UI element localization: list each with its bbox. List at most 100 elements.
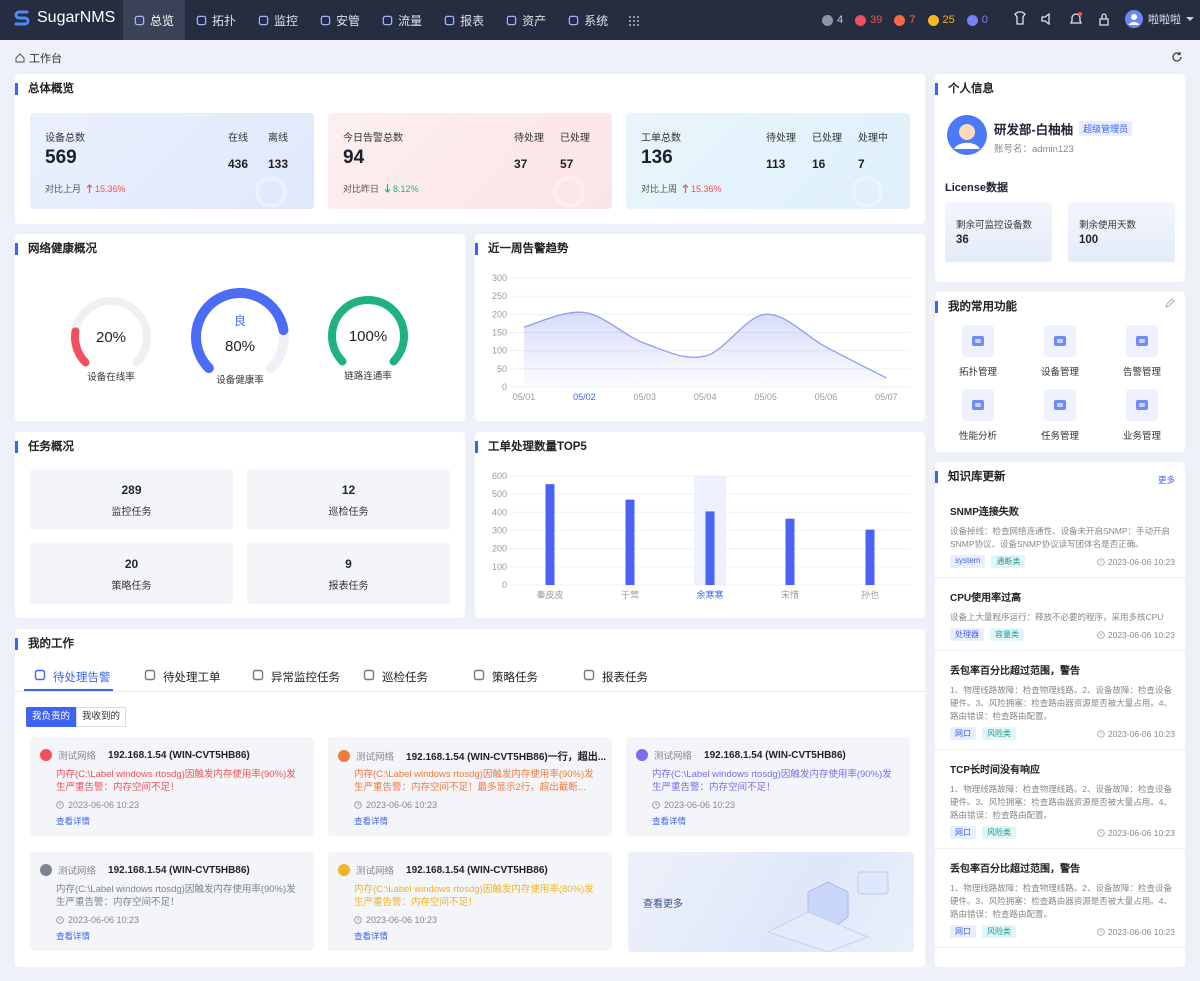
alert-count: 39 bbox=[870, 14, 883, 26]
card-title: 总体概览 bbox=[15, 83, 74, 95]
x-tick-label: 05/02 bbox=[573, 392, 596, 402]
task-count: 20 bbox=[124, 557, 139, 571]
function-shortcut[interactable]: 拓扑管理 bbox=[943, 325, 1013, 378]
alert-counter[interactable]: 7 bbox=[894, 14, 916, 26]
alert-counter[interactable]: 39 bbox=[855, 14, 882, 26]
tab[interactable]: 巡检任务 bbox=[353, 665, 430, 691]
detail-link[interactable]: 查看详情 bbox=[354, 931, 389, 941]
alert-counter[interactable]: 25 bbox=[927, 14, 955, 26]
alarm-time-text: 2023-06-06 10:23 bbox=[68, 800, 140, 810]
badge-dot bbox=[1078, 12, 1082, 16]
more-link[interactable]: 更多 bbox=[1157, 475, 1175, 485]
edit-icon[interactable] bbox=[1165, 298, 1175, 308]
menu-item[interactable]: 系统 bbox=[557, 0, 619, 40]
tab[interactable]: 报表任务 bbox=[573, 665, 650, 691]
function-shortcut[interactable]: 任务管理 bbox=[1025, 389, 1095, 442]
card-title: 工单处理数量TOP5 bbox=[475, 441, 587, 453]
trend-arrow bbox=[682, 184, 689, 193]
alert-counter[interactable]: 4 bbox=[822, 14, 843, 26]
icon bbox=[40, 864, 52, 876]
knowledge-item[interactable]: 丢包率百分比超过范围，警告 1、物理线路故障：检查物理线路。2、设备故障：检查设备… bbox=[935, 849, 1185, 948]
y-tick-label: 0 bbox=[502, 382, 507, 392]
toolbar bbox=[1012, 11, 1112, 27]
task-tile[interactable]: 289 监控任务 bbox=[30, 469, 233, 530]
icon-shape bbox=[40, 749, 52, 761]
alert-counters: 4 39 7 25 0 bbox=[822, 0, 988, 40]
theme-icon[interactable] bbox=[1012, 11, 1028, 27]
detail-link[interactable]: 查看详情 bbox=[354, 816, 389, 826]
filter-button[interactable]: 我负责的 bbox=[26, 707, 77, 727]
alarm-card: 测试网络 192.168.1.54 (WIN-CVT5HB86)一行，超出... 内… bbox=[328, 737, 612, 836]
menu-item[interactable]: 资产 bbox=[495, 0, 557, 40]
card-title: 我的工作 bbox=[15, 638, 74, 650]
license-box: 剩余可监控设备数 36 bbox=[945, 202, 1052, 262]
detail-link[interactable]: 查看详情 bbox=[56, 931, 91, 941]
icon bbox=[40, 749, 52, 761]
y-tick-label: 150 bbox=[492, 328, 507, 338]
icon-shape bbox=[86, 184, 93, 193]
task-tile[interactable]: 9 报表任务 bbox=[247, 543, 450, 604]
decoration bbox=[255, 176, 287, 207]
refresh-button[interactable] bbox=[1171, 51, 1183, 63]
tab[interactable]: 待处理告警 bbox=[24, 665, 113, 691]
profile-name: 研发部-白柚柚 bbox=[994, 123, 1074, 137]
my-work-card: 我的工作 待处理告警 待处理工单 异常监控任务 巡检任务 策略任务 报表任务我负责的 我收到… bbox=[15, 629, 925, 967]
filter-button[interactable]: 我收到的 bbox=[76, 707, 127, 727]
knowledge-tag: 网口 bbox=[950, 826, 976, 839]
breadcrumb-text: 工作台 bbox=[29, 53, 62, 65]
menu-item[interactable]: 总览 bbox=[123, 0, 186, 40]
menu-item[interactable]: 拓扑 bbox=[185, 0, 247, 40]
function-shortcut[interactable]: 告警管理 bbox=[1107, 325, 1177, 378]
more-link[interactable]: 查看更多 bbox=[643, 899, 683, 910]
detail-link[interactable]: 查看详情 bbox=[56, 816, 91, 826]
detail-link[interactable]: 查看详情 bbox=[652, 816, 687, 826]
knowledge-list: SNMP连接失败 设备掉线：检查网络连通性、设备未开启SNMP：手动开启SNMP协… bbox=[935, 492, 1185, 948]
task-tile[interactable]: 20 策略任务 bbox=[30, 543, 233, 604]
function-label: 任务管理 bbox=[1040, 431, 1079, 442]
notice-icon[interactable] bbox=[1068, 11, 1084, 27]
knowledge-item[interactable]: CPU使用率过高 设备上大量程序运行：释放不必要的程序，采用多核CPU 处理器 容量类… bbox=[935, 578, 1185, 651]
stat-box: 工单总数 136 对比上周 15.36% 待处理 113 已处理 16 处理中 7 bbox=[626, 113, 910, 209]
stat-column-label: 处理中 bbox=[858, 133, 888, 144]
sound-icon[interactable] bbox=[1040, 11, 1056, 27]
menu-item[interactable]: 安管 bbox=[309, 0, 371, 40]
knowledge-title: SNMP连接失败 bbox=[950, 507, 1019, 518]
icon-shape bbox=[637, 24, 640, 26]
stat-compare: 对比上周 15.36% bbox=[641, 182, 722, 195]
menu-item[interactable]: 报表 bbox=[433, 0, 495, 40]
icon-shape bbox=[637, 20, 640, 22]
function-shortcut[interactable]: 性能分析 bbox=[943, 389, 1013, 442]
user-menu[interactable]: 啦啦啦 bbox=[1125, 10, 1194, 28]
menu-item[interactable]: 流量 bbox=[371, 0, 433, 40]
alarm-message: 内存(C:\Label windows rtosdg)因触发内存使用率(80%)… bbox=[354, 884, 594, 908]
tab[interactable]: 异常监控任务 bbox=[242, 665, 342, 691]
knowledge-tag: 容量类 bbox=[990, 628, 1024, 641]
ticket-top5-card: 工单处理数量TOP5 0 100 200 300 400 500 600 秦皮皮 于莺 余寒寒 宋惜… bbox=[475, 432, 925, 618]
function-shortcut[interactable]: 设备管理 bbox=[1025, 325, 1095, 378]
gauge-name: 设备健康率 bbox=[216, 374, 264, 386]
apps-icon[interactable] bbox=[619, 0, 649, 40]
alert-counter[interactable]: 0 bbox=[966, 14, 988, 26]
function-shortcut[interactable]: 业务管理 bbox=[1107, 389, 1177, 442]
knowledge-item[interactable]: TCP长时间没有响应 1、物理线路故障：检查物理线路。2、设备故障：检查设备硬件。… bbox=[935, 750, 1185, 849]
icon-shape bbox=[966, 14, 978, 26]
lock-icon[interactable] bbox=[1096, 11, 1112, 27]
alarm-time-text: 2023-06-06 10:23 bbox=[366, 915, 438, 925]
tab[interactable]: 待处理工单 bbox=[134, 665, 223, 691]
icon bbox=[56, 801, 64, 809]
x-tick-label: 秦皮皮 bbox=[536, 589, 563, 600]
y-tick-label: 400 bbox=[492, 507, 507, 517]
tab[interactable]: 策略任务 bbox=[463, 665, 540, 691]
stat-column-label: 离线 bbox=[268, 133, 288, 144]
knowledge-item[interactable]: SNMP连接失败 设备掉线：检查网络连通性、设备未开启SNMP：手动开启SNMP协… bbox=[935, 492, 1185, 578]
icon bbox=[652, 801, 660, 809]
menu-item[interactable]: 监控 bbox=[247, 0, 309, 40]
more-tile[interactable]: 查看更多 bbox=[628, 852, 914, 952]
task-tile[interactable]: 12 巡检任务 bbox=[247, 469, 450, 530]
icon bbox=[1097, 630, 1105, 639]
decoration bbox=[851, 176, 883, 207]
alarm-card: 测试网络 192.168.1.54 (WIN-CVT5HB86) 内存(C:\Lab… bbox=[30, 852, 314, 951]
icon-shape bbox=[258, 15, 269, 25]
knowledge-item[interactable]: 丢包率百分比超过范围，警告 1、物理线路故障：检查物理线路。2、设备故障：检查设备… bbox=[935, 651, 1185, 750]
brand[interactable]: SugarNMS bbox=[13, 9, 115, 27]
